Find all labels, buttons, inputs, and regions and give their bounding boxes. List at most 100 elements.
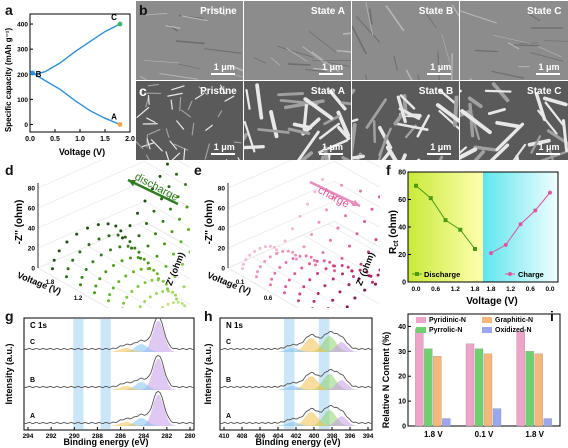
eis-point xyxy=(270,277,274,281)
eis-e-x-label: Voltage (V) xyxy=(206,270,253,297)
eis-point xyxy=(75,232,79,236)
eis-point xyxy=(155,254,159,258)
eis-point xyxy=(129,256,132,260)
eis-point xyxy=(160,197,163,201)
eis-point xyxy=(256,270,259,274)
n-content-chart: 0 10 20 30 40 1.8 V 0.1 V 1.8 V Pyridinic-N Graph… xyxy=(381,313,561,439)
xps-x-tick-label: 404 xyxy=(273,433,284,440)
xps-component xyxy=(220,410,372,426)
sem-flake xyxy=(543,96,568,106)
capacity-y-tick-label: 300 xyxy=(17,47,28,54)
sem-flake xyxy=(180,109,191,117)
eis-point xyxy=(258,246,262,250)
eis-point xyxy=(150,278,154,282)
sem-state-label: State C xyxy=(527,85,562,97)
sem-flake xyxy=(473,149,486,160)
eis-point xyxy=(84,268,88,271)
eis-point xyxy=(294,253,297,257)
xps-trace-label: C xyxy=(226,339,231,346)
eis-point xyxy=(164,282,168,286)
n-content-plot: 0 10 20 30 40 1.8 V 0.1 V 1.8 V Pyridinic-N Graph… xyxy=(398,313,561,439)
eis-point xyxy=(99,253,103,257)
rct-x-tick-label: 0.0 xyxy=(545,286,554,293)
eis-point xyxy=(302,285,306,289)
sem-scale-bar xyxy=(535,72,560,75)
eis-point xyxy=(273,271,277,275)
sem-scale-bar xyxy=(210,72,235,75)
xps-x-tick-label: 398 xyxy=(327,433,338,440)
xps-envelope xyxy=(219,369,373,389)
sem-flake xyxy=(194,92,204,99)
sem-streak xyxy=(530,51,564,62)
sem-flake xyxy=(283,98,325,109)
eis-point xyxy=(130,246,133,250)
capacity-x-tick-label: 1.0 xyxy=(75,136,85,143)
sem-state-label: State A xyxy=(310,85,345,97)
sem-streak xyxy=(368,8,373,25)
capacity-x-tick-label: 0.0 xyxy=(25,136,35,143)
eis-point xyxy=(350,269,354,273)
sem-streak xyxy=(287,62,311,66)
xps-component xyxy=(220,336,372,352)
sem-scale-label: 1 μm xyxy=(321,61,343,72)
eis-point xyxy=(181,262,184,266)
sem-streak xyxy=(285,46,308,62)
rct-y-tick-label: 0 xyxy=(402,280,406,287)
sem-flake xyxy=(147,94,150,105)
eis-point xyxy=(98,277,102,281)
sem-flake xyxy=(438,109,460,130)
eis-point xyxy=(143,281,147,285)
xps-highlight-band xyxy=(100,319,111,429)
sem-flake xyxy=(204,124,213,131)
eis-point xyxy=(146,267,150,271)
xps-trace-label: B xyxy=(226,377,231,384)
n-content-bar xyxy=(442,418,451,427)
capacity-y-label: Specific capacity (mAh g⁻¹) xyxy=(4,28,13,133)
eis-point xyxy=(353,296,357,300)
sem-streak xyxy=(177,63,200,69)
eis-point xyxy=(316,292,320,295)
xps-envelope xyxy=(23,316,195,351)
sem-flake xyxy=(296,130,320,160)
eis-point xyxy=(374,282,377,286)
sem-flake xyxy=(173,143,188,151)
xps-x-tick-label: 396 xyxy=(345,433,356,440)
eis-point xyxy=(324,267,328,271)
eis-point xyxy=(281,250,285,253)
eis-point xyxy=(91,260,95,264)
eis-point xyxy=(155,272,159,276)
eis-point xyxy=(66,267,70,271)
sem-streak xyxy=(180,14,208,21)
eis-point xyxy=(78,250,82,254)
xps-frame xyxy=(23,317,195,431)
eis-d-x-label: Voltage (V) xyxy=(16,270,63,297)
xps-n-y-label: Intensity (a.u.) xyxy=(203,343,213,404)
eis-point xyxy=(114,224,118,228)
sem-flake xyxy=(147,83,159,86)
eis-point xyxy=(348,244,351,248)
capacity-plot: 0.0 0.5 1.0 1.5 2.0 0 100 200 300 400 A B C xyxy=(17,13,135,143)
rct-point xyxy=(489,251,493,256)
sem-streak xyxy=(441,33,450,63)
eis-point xyxy=(336,226,340,230)
capacity-y-tick-label: 200 xyxy=(17,72,28,79)
eis-grid-z xyxy=(227,267,299,308)
rct-legend-marker-charge xyxy=(508,272,512,276)
eis-point xyxy=(275,252,278,255)
sem-flake xyxy=(144,96,149,107)
sem-streak xyxy=(336,49,351,53)
eis-point xyxy=(170,230,174,234)
eis-point xyxy=(124,274,128,278)
eis-point xyxy=(293,272,297,276)
eis-point xyxy=(161,219,165,223)
sem-scale-label: 1 μm xyxy=(538,61,560,72)
xps-envelope xyxy=(219,331,373,351)
eis-grid-back xyxy=(37,220,145,269)
eis-z-tick-label: 40 xyxy=(28,226,36,233)
eis-point xyxy=(121,307,124,308)
xps-component xyxy=(220,416,372,426)
sem-scale-label: 1 μm xyxy=(538,141,560,152)
